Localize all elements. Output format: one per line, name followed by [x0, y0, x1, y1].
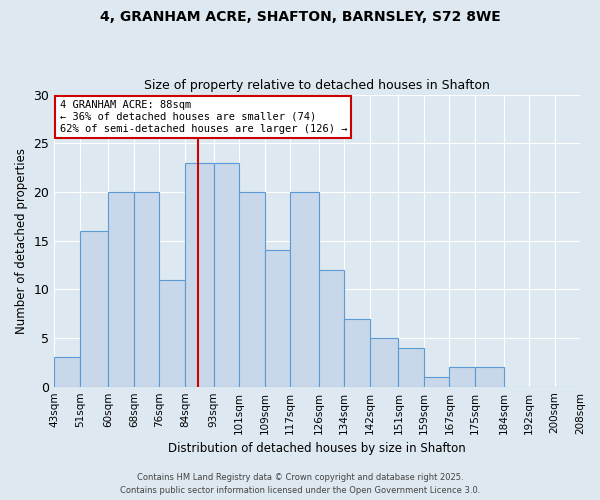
Bar	[475, 367, 503, 386]
Y-axis label: Number of detached properties: Number of detached properties	[15, 148, 28, 334]
Bar	[109, 192, 134, 386]
Text: Contains HM Land Registry data © Crown copyright and database right 2025.
Contai: Contains HM Land Registry data © Crown c…	[120, 474, 480, 495]
Bar	[185, 162, 214, 386]
Bar	[134, 192, 160, 386]
Bar	[424, 377, 449, 386]
X-axis label: Distribution of detached houses by size in Shafton: Distribution of detached houses by size …	[168, 442, 466, 455]
Bar	[80, 231, 109, 386]
Text: 4, GRANHAM ACRE, SHAFTON, BARNSLEY, S72 8WE: 4, GRANHAM ACRE, SHAFTON, BARNSLEY, S72 …	[100, 10, 500, 24]
Bar	[344, 318, 370, 386]
Bar	[214, 162, 239, 386]
Title: Size of property relative to detached houses in Shafton: Size of property relative to detached ho…	[144, 79, 490, 92]
Bar	[54, 358, 80, 386]
Bar	[239, 192, 265, 386]
Bar	[370, 338, 398, 386]
Text: 4 GRANHAM ACRE: 88sqm
← 36% of detached houses are smaller (74)
62% of semi-deta: 4 GRANHAM ACRE: 88sqm ← 36% of detached …	[59, 100, 347, 134]
Bar	[290, 192, 319, 386]
Bar	[265, 250, 290, 386]
Bar	[449, 367, 475, 386]
Bar	[319, 270, 344, 386]
Bar	[160, 280, 185, 386]
Bar	[398, 348, 424, 387]
